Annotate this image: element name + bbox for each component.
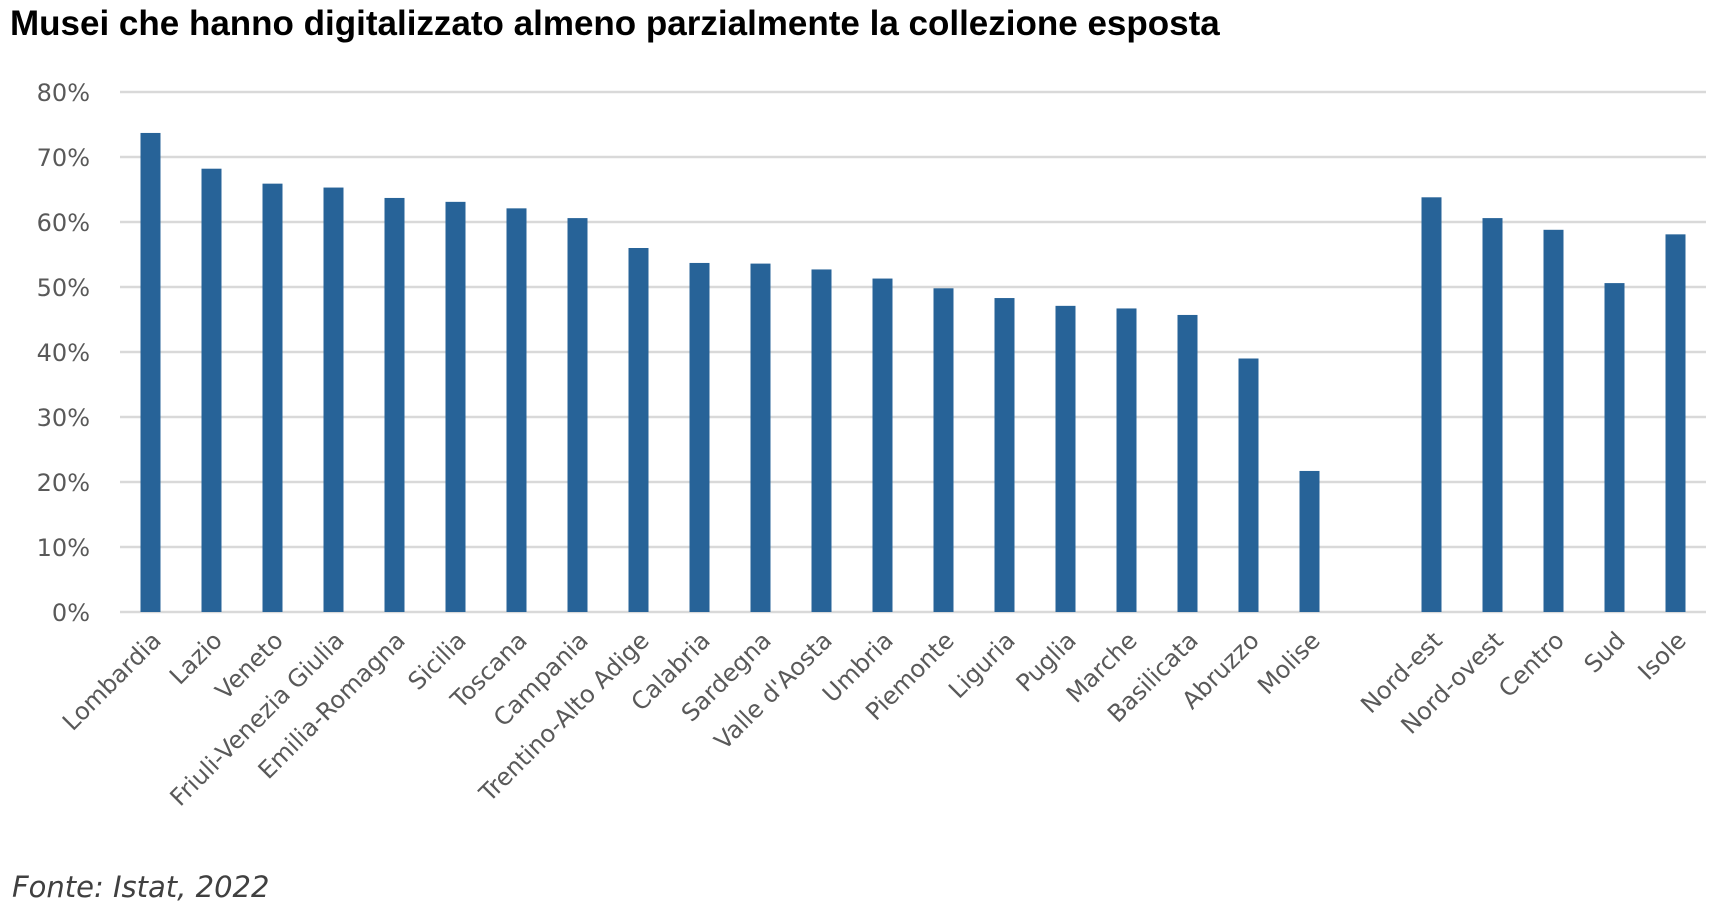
- bar: [1055, 305, 1076, 612]
- x-tick-label: Isole: [1633, 626, 1692, 685]
- y-tick-label: 40%: [37, 339, 90, 367]
- y-tick-label: 10%: [37, 534, 90, 562]
- y-tick-label: 20%: [37, 469, 90, 497]
- bar: [933, 288, 954, 612]
- y-tick-label: 30%: [37, 404, 90, 432]
- bar: [1482, 218, 1503, 612]
- y-tick-label: 80%: [37, 79, 90, 107]
- bar: [1665, 234, 1686, 612]
- bar: [1299, 470, 1320, 612]
- bar: [1604, 283, 1625, 612]
- bar: [506, 208, 527, 612]
- bar: [1421, 197, 1442, 613]
- y-tick-label: 60%: [37, 209, 90, 237]
- x-tick-label: Molise: [1252, 626, 1326, 700]
- x-tick-label: Lombardia: [57, 626, 167, 736]
- bar: [262, 183, 283, 612]
- bar: [1116, 308, 1137, 612]
- bar: [323, 187, 344, 613]
- y-tick-label: 50%: [37, 274, 90, 302]
- x-tick-label: Liguria: [943, 626, 1021, 704]
- bar: [1177, 314, 1198, 612]
- bar: [567, 218, 588, 612]
- x-tick-label: Centro: [1493, 626, 1569, 702]
- bar: [872, 278, 893, 612]
- y-tick-label: 70%: [37, 144, 90, 172]
- source-note: Fonte: Istat, 2022: [12, 870, 270, 904]
- bar: [994, 298, 1015, 612]
- bar: [750, 263, 771, 612]
- bar: [384, 197, 405, 612]
- bar: [445, 201, 466, 612]
- bar: [1238, 358, 1259, 612]
- bar: [811, 269, 832, 612]
- bar: [1543, 229, 1564, 613]
- chart-title: Musei che hanno digitalizzato almeno par…: [10, 4, 1220, 43]
- x-tick-label: Sud: [1579, 626, 1631, 678]
- bar: [689, 262, 710, 612]
- bar: [140, 132, 161, 612]
- bar: [628, 248, 649, 612]
- y-tick-label: 0%: [52, 599, 90, 627]
- bar: [201, 168, 222, 612]
